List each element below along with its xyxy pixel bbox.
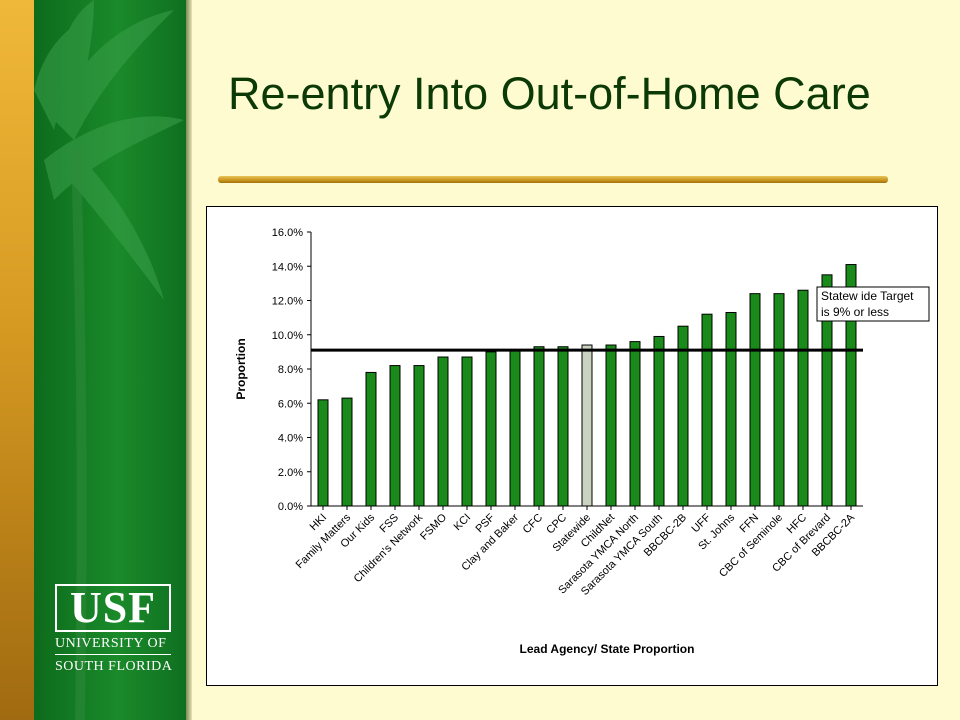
y-axis-title: Proportion xyxy=(234,338,248,399)
slide-title: Re-entry Into Out-of-Home Care xyxy=(228,68,871,119)
bar xyxy=(533,346,545,507)
bars xyxy=(317,264,857,507)
annotation-line1: Statew ide Target xyxy=(821,289,914,303)
bar xyxy=(509,349,521,507)
usf-logo: USF UNIVERSITY OF SOUTH FLORIDA xyxy=(55,584,175,675)
bar xyxy=(701,313,713,507)
x-category-label: FSMO xyxy=(418,511,449,542)
bar xyxy=(461,356,473,507)
bar-statewide xyxy=(581,344,593,507)
y-tick-label: 0.0% xyxy=(278,501,303,513)
title-underline xyxy=(218,176,888,183)
bar xyxy=(341,397,353,507)
bar xyxy=(653,335,665,507)
bar xyxy=(557,346,569,507)
usf-logo-divider xyxy=(55,654,171,655)
y-axis-ticks: 0.0% 2.0% 4.0% 6.0% 8.0% 10.0% 12.0% 14.0% 16.0% xyxy=(272,227,311,513)
y-tick-label: 2.0% xyxy=(278,467,303,479)
chart-frame: 0.0% 2.0% 4.0% 6.0% 8.0% 10.0% 12.0% 14.0% 16.0%… xyxy=(206,206,938,686)
left-band-shadow xyxy=(186,0,192,720)
x-axis-title: Lead Agency/ State Proportion xyxy=(520,642,695,656)
bar xyxy=(629,341,641,507)
left-gold-band xyxy=(0,0,34,720)
annotation-line2: is 9% or less xyxy=(821,305,889,319)
y-tick-label: 6.0% xyxy=(278,398,303,410)
y-tick-label: 14.0% xyxy=(272,261,303,273)
target-annotation: Statew ide Target is 9% or less xyxy=(816,286,930,322)
bar xyxy=(413,365,425,507)
bar xyxy=(749,293,761,507)
y-tick-label: 8.0% xyxy=(278,364,303,376)
y-tick-label: 10.0% xyxy=(272,330,303,342)
x-category-label: CFC xyxy=(521,512,546,537)
y-tick-label: 16.0% xyxy=(272,227,303,239)
bar xyxy=(485,351,497,507)
usf-logo-box: USF xyxy=(55,584,171,632)
bar xyxy=(437,356,449,507)
usf-logo-mark: USF xyxy=(69,583,157,632)
bar xyxy=(773,293,785,507)
y-tick-label: 4.0% xyxy=(278,433,303,445)
bar xyxy=(797,289,809,507)
usf-logo-line1: UNIVERSITY OF xyxy=(55,636,167,651)
x-category-label: KCI xyxy=(452,512,473,533)
left-green-band xyxy=(34,0,186,720)
bar xyxy=(677,325,689,507)
usf-logo-line2: SOUTH FLORIDA xyxy=(55,659,173,674)
y-tick-label: 12.0% xyxy=(272,296,303,308)
bar xyxy=(365,371,377,507)
bar xyxy=(605,344,617,507)
bar xyxy=(725,311,737,507)
annotation-box xyxy=(816,286,930,322)
bar-chart: 0.0% 2.0% 4.0% 6.0% 8.0% 10.0% 12.0% 14.0% 16.0%… xyxy=(234,227,930,656)
bar xyxy=(389,365,401,507)
bar xyxy=(317,399,329,507)
palm-tree-graphic xyxy=(34,0,184,720)
